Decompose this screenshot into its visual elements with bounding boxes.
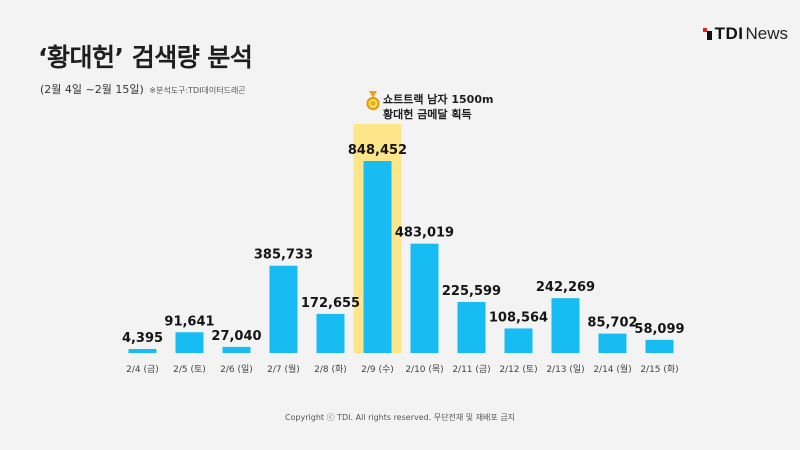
data-label: 242,269 <box>536 280 595 295</box>
bar <box>551 298 580 353</box>
bar <box>457 301 486 353</box>
page-title: ‘황대헌’ 검색량 분석 <box>38 43 253 72</box>
bar <box>363 161 392 353</box>
annotation-line-1: 쇼트트랙 남자 1500m <box>383 92 493 106</box>
x-tick-label: 2/8 (화) <box>314 364 347 375</box>
x-tick-label: 2/9 (수) <box>361 364 394 375</box>
x-tick-label: 2/11 (금) <box>452 364 490 375</box>
data-label: 108,564 <box>489 310 548 325</box>
bar <box>598 333 627 353</box>
data-label: 225,599 <box>442 284 501 299</box>
x-tick-label: 2/10 (목) <box>405 364 443 375</box>
data-label: 385,733 <box>254 248 313 263</box>
medal-icon <box>366 91 380 110</box>
bar <box>316 313 345 353</box>
bar <box>128 349 157 353</box>
bar <box>645 339 674 353</box>
tdi-news-logo: TDI News <box>702 24 788 44</box>
data-label: 91,641 <box>164 314 214 329</box>
data-label: 85,702 <box>587 316 637 331</box>
data-label: 4,395 <box>122 331 163 346</box>
x-tick-label: 2/12 (토) <box>499 365 537 375</box>
data-label: 483,019 <box>395 226 454 241</box>
data-label: 27,040 <box>211 329 261 344</box>
logo-mark-icon <box>702 28 712 40</box>
bar <box>269 265 298 353</box>
x-tick-label: 2/14 (월) <box>593 363 631 375</box>
x-tick-label: 2/5 (토) <box>173 365 206 375</box>
logo-brand: TDI <box>714 24 744 43</box>
bar <box>504 328 533 353</box>
x-tick-label: 2/4 (금) <box>126 364 159 375</box>
period-subtitle: (2월 4일 ~2월 15일) ※분석도구:TDI데이터드래곤 <box>40 81 246 97</box>
annotation-line-2: 황대헌 금메달 획득 <box>383 107 472 121</box>
bar <box>222 346 251 353</box>
period-label: (2월 4일 ~2월 15일) <box>40 83 144 96</box>
copyright-footer: Copyright ⓒ TDI. All rights reserved. 무단… <box>284 413 516 422</box>
data-label: 58,099 <box>634 322 684 337</box>
x-tick-label: 2/13 (일) <box>546 364 584 375</box>
x-tick-label: 2/6 (일) <box>220 364 253 375</box>
x-tick-label: 2/15 (화) <box>640 364 678 375</box>
x-tick-label: 2/7 (월) <box>267 363 300 375</box>
data-label: 172,655 <box>301 296 360 311</box>
logo-suffix: News <box>745 24 788 43</box>
bar <box>175 332 204 353</box>
data-label: 848,452 <box>348 143 407 158</box>
tool-note: ※분석도구:TDI데이터드래곤 <box>149 86 246 95</box>
bar <box>410 243 439 353</box>
